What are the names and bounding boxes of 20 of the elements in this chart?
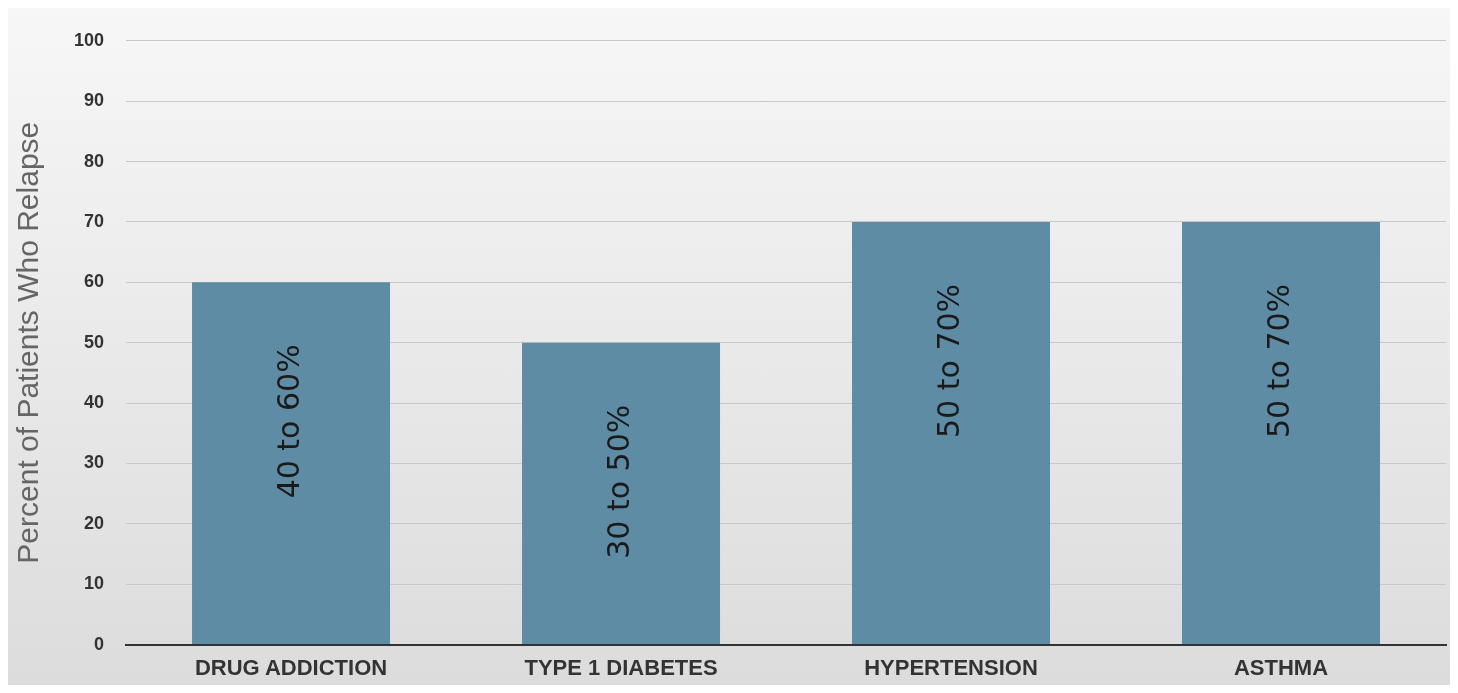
data-label: 30 to 50% [600, 404, 636, 559]
x-tick-label: ASTHMA [1233, 654, 1329, 680]
data-label: 40 to 60% [270, 344, 306, 499]
x-tick-label: DRUG ADDICTION [194, 654, 388, 680]
y-tick-label: 20 [84, 512, 105, 533]
x-tick-label: HYPERTENSION [864, 654, 1038, 680]
y-tick-label: 40 [84, 392, 105, 413]
y-tick-label: 70 [84, 210, 105, 231]
y-tick-label: 0 [94, 633, 105, 654]
data-label: 50 to 70% [930, 283, 966, 438]
y-tick-label: 90 [84, 90, 105, 111]
x-tick-label: TYPE 1 DIABETES [524, 654, 718, 680]
y-tick-label: 30 [84, 452, 105, 473]
y-tick-label: 10 [84, 573, 105, 594]
y-tick-label: 60 [84, 271, 105, 292]
data-label: 50 to 70% [1260, 283, 1296, 438]
y-tick-label: 100 [73, 29, 105, 50]
y-axis-title: Percent of Patients Who Relapse [11, 121, 45, 564]
y-tick-label: 50 [84, 331, 105, 352]
y-tick-label: 80 [84, 150, 105, 171]
